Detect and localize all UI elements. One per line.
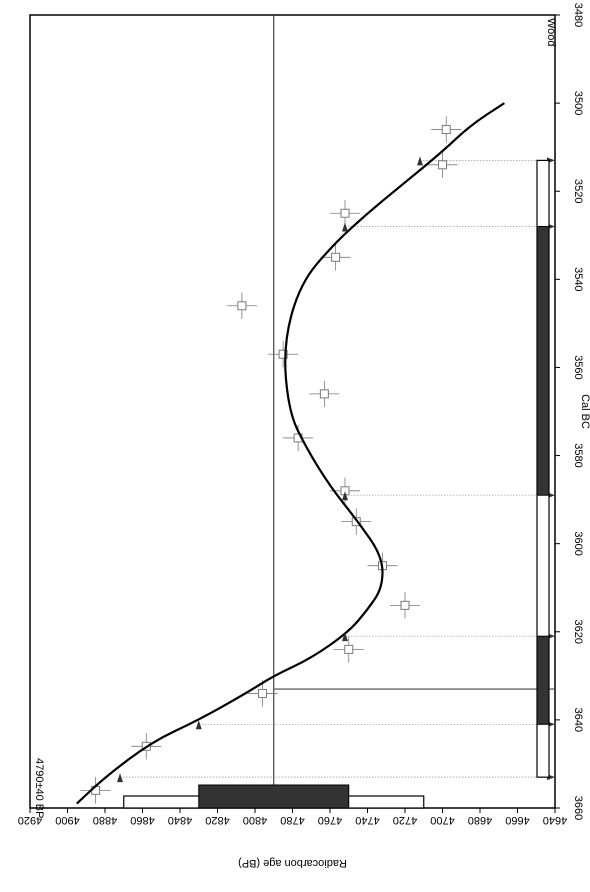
x-tick-label: 4840 [168,814,192,826]
measurement-point [247,680,278,707]
measurement-point [226,292,257,319]
material-annotation: Wood [545,18,557,47]
y-tick-label: 3660 [572,796,584,820]
y-tick-label: 3560 [572,355,584,379]
measurement-point [341,508,372,535]
y-axis-label: Cal BC [579,394,590,429]
measurement-point [431,116,462,143]
measurement-square [331,252,341,262]
calibration-curve [76,102,505,805]
measurement-square [319,389,329,399]
measurement-square [258,688,267,698]
measurement-point [320,244,351,271]
x-tick-label: 4920 [18,814,42,826]
y-tick-label: 3540 [572,267,584,291]
x-tick-label: 4900 [55,814,79,826]
intercept-marker [342,632,348,642]
x-tick-label: 4880 [93,814,117,826]
x-tick-label: 4680 [468,814,492,826]
x-tick-label: 4800 [243,814,267,826]
x-axis-label: Radiocarbon age (BP) [238,857,347,869]
y-tick-label: 3580 [572,443,584,467]
measurement-point [268,341,299,368]
measurement-square [438,160,447,170]
measurement-point [330,200,360,227]
y-tick-label: 3600 [572,531,584,555]
x-tick-label: 4780 [280,814,304,826]
x-tick-label: 4760 [318,814,342,826]
intercept-marker [117,773,123,783]
y-tick-label: 3480 [572,3,584,27]
date-annotation: 4790±40 BP [33,758,45,818]
intercept-marker [417,156,423,166]
calendar-1sigma-bar [536,635,550,725]
measurement-square [400,600,410,610]
y-tick-label: 3500 [572,91,584,115]
y-tick-label: 3640 [572,708,584,732]
measurement-square [344,644,354,654]
x-tick-label: 4720 [393,814,417,826]
measurement-square [237,301,247,311]
x-tick-label: 4640 [543,814,567,826]
intercept-marker [342,491,348,501]
x-tick-label: 4660 [505,814,529,826]
intercept-marker [195,720,202,730]
measurement-point [333,636,364,663]
x-tick-label: 4820 [205,814,229,826]
calendar-1sigma-bar [536,225,550,496]
measurement-square [441,125,451,135]
intercept-marker [342,222,348,232]
radiocarbon-1sigma-bar [198,784,350,809]
measurement-point [309,380,340,408]
chart-labels: Radiocarbon age (BP) Cal BC 4790±40 BP W… [33,18,590,869]
measurement-point [427,151,458,179]
measurement-square [351,517,361,527]
measurement-point [390,592,420,619]
x-tick-label: 4700 [430,814,454,826]
x-tick-label: 4740 [355,814,379,826]
y-tick-label: 3620 [572,620,584,644]
x-tick-label: 4860 [130,814,154,826]
measurement-square [278,349,288,359]
y-tick-label: 3520 [572,179,584,203]
measurement-point [80,777,111,804]
plot-area: 4920 4900 4880 4860 4840 4820 4800 4780 4760 4740… [18,3,584,826]
measurement-square [340,208,350,218]
